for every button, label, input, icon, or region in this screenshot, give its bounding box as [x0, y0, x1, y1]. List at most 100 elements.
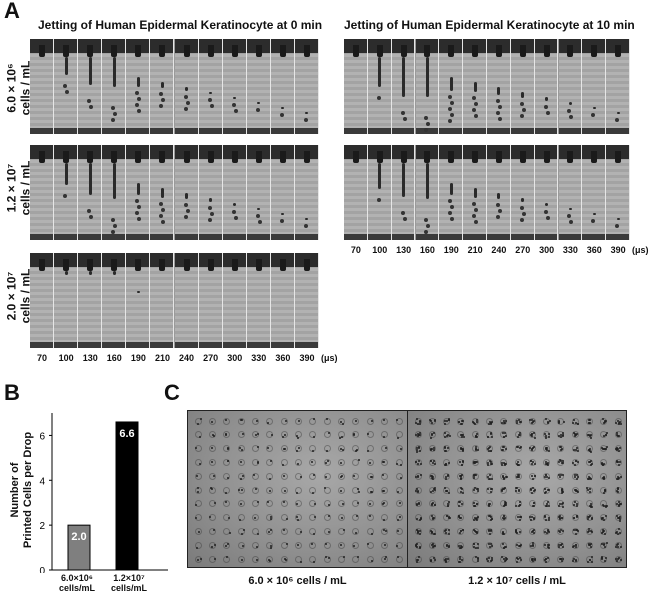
printed-cell — [488, 528, 491, 531]
jetting-frame — [270, 145, 295, 240]
jetting-frame — [78, 253, 103, 348]
printed-cell — [531, 557, 534, 560]
nozzle — [255, 45, 262, 57]
printed-cell — [515, 543, 518, 546]
printed-cell — [517, 557, 520, 560]
jet-filament — [136, 291, 140, 293]
jetting-frame — [344, 39, 368, 134]
printed-cell — [531, 421, 534, 424]
printed-cell — [501, 487, 504, 490]
printed-cell — [576, 504, 579, 507]
printed-drop-spot — [280, 500, 288, 508]
jetting-strip-0min-6e6 — [30, 39, 319, 134]
printed-drop-spot — [237, 555, 245, 563]
printed-cell — [210, 487, 213, 490]
time-unit-right: (μs) — [632, 245, 649, 255]
jet-filament — [185, 193, 189, 199]
nozzle — [615, 45, 622, 57]
jet-filament — [281, 107, 285, 109]
droplet — [135, 199, 140, 203]
printed-cell — [266, 501, 269, 504]
jetting-frame — [222, 145, 247, 240]
printed-cell — [312, 560, 315, 563]
bar-6e6 — [67, 524, 91, 571]
printed-cell — [266, 422, 269, 425]
printed-cell — [558, 475, 561, 478]
droplet — [519, 218, 524, 222]
jet-filament — [112, 57, 116, 87]
printed-cell — [381, 503, 384, 506]
printed-cell — [503, 517, 506, 520]
printed-cell — [474, 517, 477, 520]
printed-cell — [396, 436, 399, 439]
printed-cell — [445, 545, 448, 548]
printed-cell — [444, 464, 447, 467]
printed-cell — [432, 517, 435, 520]
droplet — [279, 219, 284, 223]
printed-cell — [547, 420, 550, 423]
printed-cell — [488, 445, 491, 448]
printed-cell — [416, 476, 419, 479]
printed-cell — [601, 418, 604, 421]
printed-cell — [490, 450, 493, 453]
printed-drop-spot — [571, 445, 579, 453]
printed-cell — [431, 503, 434, 506]
printed-cell — [458, 515, 461, 518]
printed-cell — [356, 501, 359, 504]
printed-cell — [589, 463, 592, 466]
printed-drop-spot — [309, 417, 317, 425]
printed-cell — [546, 448, 549, 451]
printed-cell — [417, 435, 420, 438]
printed-drop-spot — [323, 514, 331, 522]
printed-cell — [588, 449, 591, 452]
droplet — [303, 118, 308, 122]
droplet — [137, 97, 142, 101]
printed-cell — [601, 464, 604, 467]
printed-cell — [486, 558, 489, 561]
nozzle — [424, 45, 431, 57]
time-tick-label: 390 — [299, 353, 315, 363]
printed-drop-spot — [457, 555, 465, 563]
printed-cell — [576, 475, 579, 478]
printed-cell — [430, 433, 433, 436]
printed-drop-spot — [614, 458, 622, 466]
printed-cell — [590, 462, 593, 465]
printed-cell — [586, 487, 589, 490]
printed-drop-spot — [500, 458, 508, 466]
jetting-frame — [54, 145, 79, 240]
printed-drop-spot — [223, 431, 231, 439]
time-tick-label: 300 — [227, 353, 243, 363]
printed-cell — [459, 478, 462, 481]
printed-cell — [256, 559, 259, 562]
printed-cell — [519, 501, 522, 504]
printed-cell — [488, 460, 491, 463]
jet-filament — [378, 163, 382, 189]
printed-array-1.2e7 — [407, 410, 627, 568]
printed-cell — [486, 464, 489, 467]
jetting-frame — [606, 39, 630, 134]
printed-cell — [432, 462, 435, 465]
printed-cell — [489, 515, 492, 518]
nozzle — [567, 45, 574, 57]
jet-filament — [160, 188, 164, 198]
jetting-frame — [558, 39, 583, 134]
jetting-frame — [222, 39, 247, 134]
printed-cell — [605, 556, 608, 559]
droplet — [231, 103, 236, 107]
jet-filament — [281, 213, 285, 215]
printed-drop-spot — [323, 431, 331, 439]
printed-cell — [415, 488, 418, 491]
printed-drop-spot — [208, 500, 216, 508]
printed-cell — [547, 500, 550, 503]
printed-cell — [444, 420, 447, 423]
printed-cell — [547, 545, 550, 548]
printed-cell — [573, 474, 576, 477]
jetting-frame — [294, 145, 319, 240]
printed-cell — [400, 476, 403, 479]
printed-cell — [603, 544, 606, 547]
printed-cell — [586, 433, 589, 436]
nozzle — [183, 259, 190, 271]
printed-cell — [504, 462, 507, 465]
printed-cell — [600, 516, 603, 519]
jet-filament — [545, 97, 549, 101]
